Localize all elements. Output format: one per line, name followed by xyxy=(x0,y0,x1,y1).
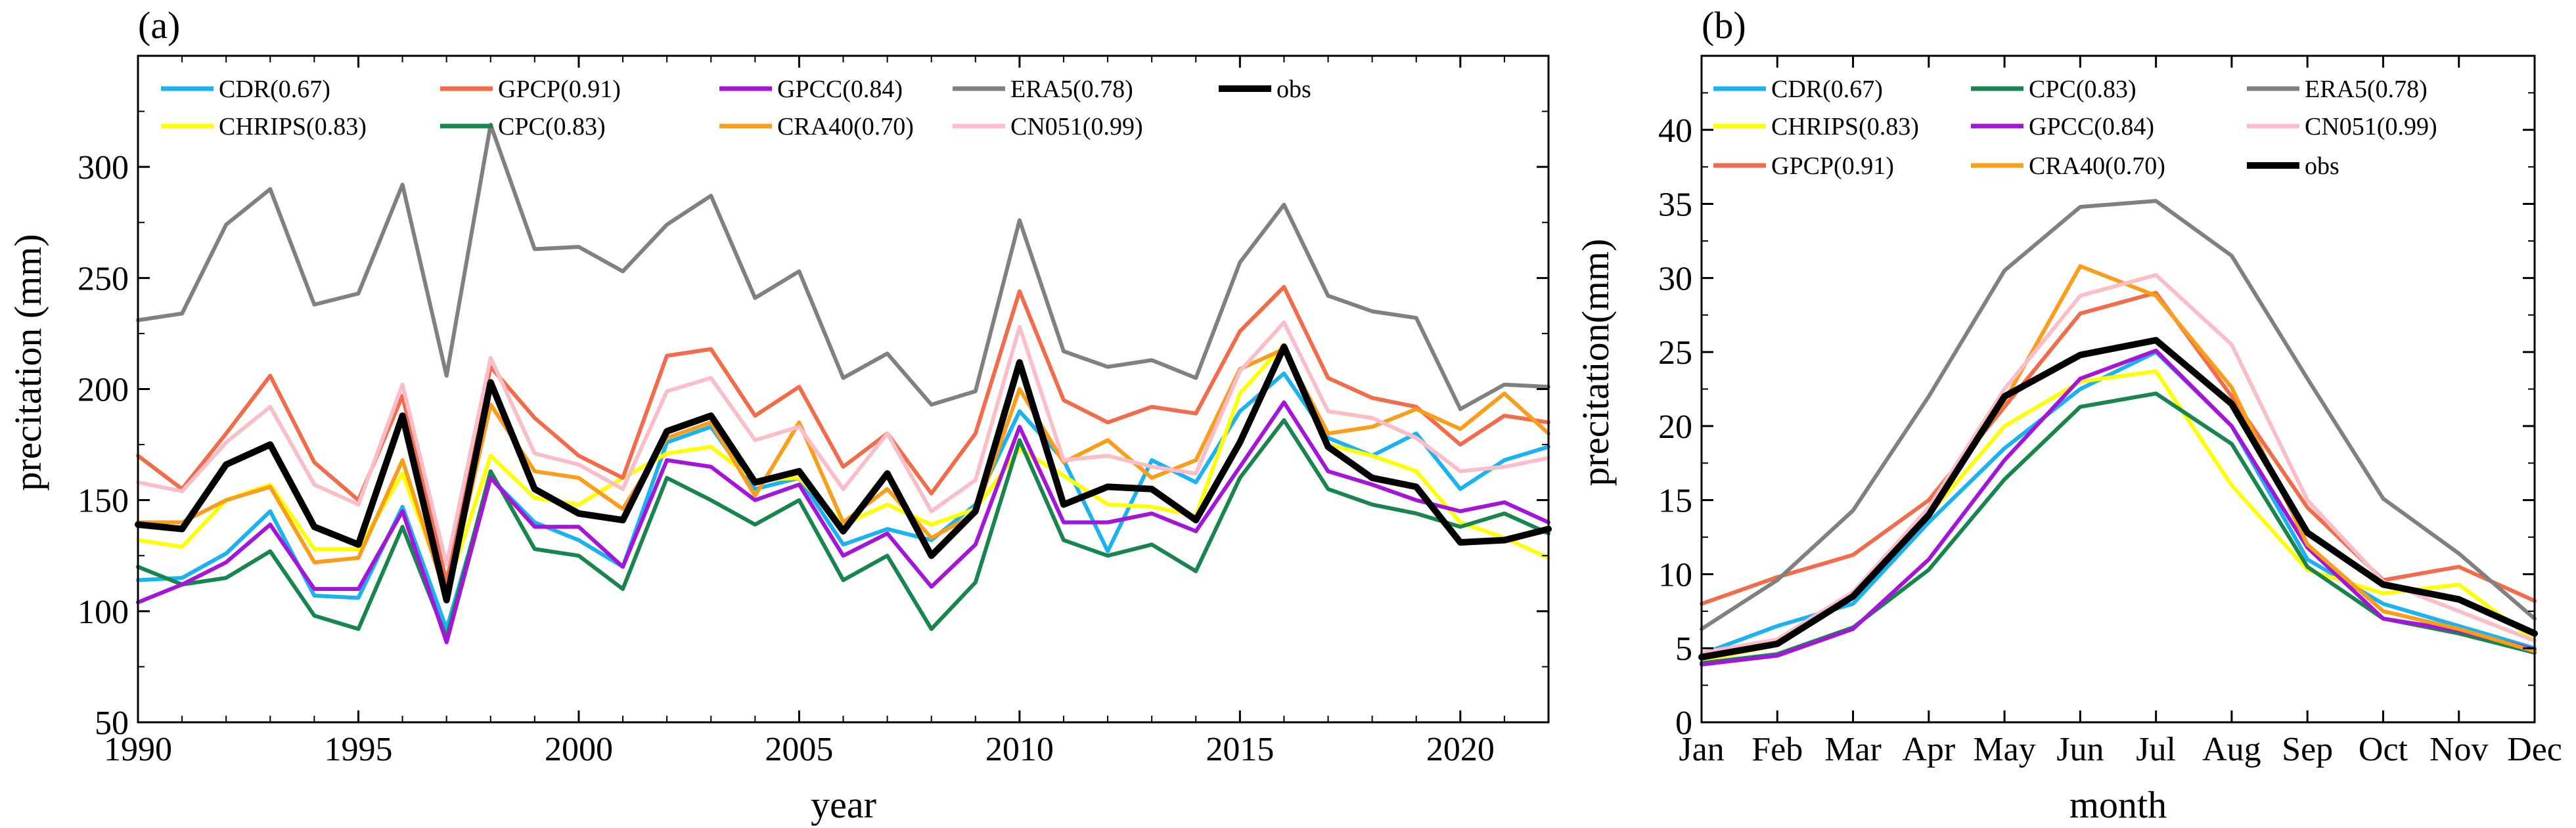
y-tick-label: 100 xyxy=(78,594,129,631)
series-line-cpc xyxy=(136,418,1550,640)
series-line-gpcc xyxy=(136,400,1550,645)
x-tick-label: Jan xyxy=(1679,731,1724,768)
x-tick-label: Oct xyxy=(2359,731,2408,768)
series-layer-a xyxy=(135,122,1552,645)
x-tick-label: Nov xyxy=(2429,731,2489,768)
x-tick-label: May xyxy=(1973,731,2035,768)
series-line-gpcc xyxy=(1700,348,2537,666)
x-tick-label: 1990 xyxy=(104,731,172,768)
x-tick-label: 2010 xyxy=(985,731,1054,768)
y-axis-label-b: precitation(mm) xyxy=(1574,239,1617,487)
axes-a: 50 100 150 200 250 300 1990 1995 2000 2005 2010 201… xyxy=(78,54,1550,768)
legend-label: CPC(0.83) xyxy=(498,113,606,141)
legend-item-era5: ERA5(0.78) xyxy=(953,76,1133,103)
x-tick-label: 2020 xyxy=(1426,731,1495,768)
legend-label: CPC(0.83) xyxy=(2029,76,2136,103)
legend-label: GPCC(0.84) xyxy=(777,76,903,103)
legend-label: ERA5(0.78) xyxy=(2305,76,2428,103)
plot-frame xyxy=(137,54,1550,724)
legend-item-gpcp: GPCP(0.91) xyxy=(440,76,621,103)
series-layer-b xyxy=(1698,199,2538,666)
y-tick-label: 5 xyxy=(1675,630,1692,668)
chart-panel-a: (a) CDR(0.67) GPCP(0.91) GPCC(0.84) ERA5(0.… xyxy=(7,4,1552,826)
legend-label: CRA40(0.70) xyxy=(777,113,914,141)
y-tick-label: 250 xyxy=(78,260,129,297)
panel-label-b: (b) xyxy=(1702,4,1746,47)
legend-label: CN051(0.99) xyxy=(1010,113,1143,141)
series-line-cn051 xyxy=(136,320,1550,567)
y-tick-label: 200 xyxy=(78,372,129,409)
series-line-obs xyxy=(135,343,1552,603)
legend-label: CHRIPS(0.83) xyxy=(1771,113,1919,141)
legend-label: CDR(0.67) xyxy=(1771,76,1883,103)
x-tick-label: 2005 xyxy=(765,731,833,768)
legend-item-chrips: CHRIPS(0.83) xyxy=(161,113,367,141)
y-tick-label: 25 xyxy=(1658,334,1692,372)
legend-b: CDR(0.67) CPC(0.83) ERA5(0.78) CHRIPS(0.83)… xyxy=(1713,76,2437,180)
legend-label: CDR(0.67) xyxy=(219,76,330,103)
series-line-cra40 xyxy=(1700,264,2537,658)
legend-label: CRA40(0.70) xyxy=(2029,152,2165,180)
x-tick-label: Jun xyxy=(2056,731,2104,768)
y-tick-label: 150 xyxy=(78,483,129,520)
x-tick-label: 2000 xyxy=(545,731,613,768)
y-tick-label: 35 xyxy=(1658,186,1692,224)
legend-a: CDR(0.67) GPCP(0.91) GPCC(0.84) ERA5(0.78) o… xyxy=(161,76,1311,141)
x-tick-label: 1995 xyxy=(324,731,392,768)
x-tick-label: Feb xyxy=(1751,731,1803,768)
x-axis-label-a: year xyxy=(811,783,876,826)
legend-item-gpcc: GPCC(0.84) xyxy=(1971,113,2154,141)
series-line-era5 xyxy=(136,122,1550,411)
series-line-era5 xyxy=(1700,199,2537,631)
legend-item-cpc: CPC(0.83) xyxy=(1971,76,2136,103)
legend-item-cn051: CN051(0.99) xyxy=(2247,113,2437,141)
legend-item-cdr: CDR(0.67) xyxy=(1713,76,1883,103)
legend-item-cpc: CPC(0.83) xyxy=(440,113,606,141)
legend-item-era5: ERA5(0.78) xyxy=(2247,76,2428,103)
y-tick-label: 20 xyxy=(1658,408,1692,446)
legend-item-cra40: CRA40(0.70) xyxy=(719,113,914,141)
x-tick-label: 2015 xyxy=(1206,731,1274,768)
legend-label: obs xyxy=(2305,152,2339,180)
legend-item-gpcc: GPCC(0.84) xyxy=(719,76,903,103)
legend-label: GPCP(0.91) xyxy=(1771,152,1894,180)
legend-item-chrips: CHRIPS(0.83) xyxy=(1713,113,1919,141)
panel-label-a: (a) xyxy=(138,4,180,47)
x-axis-label-b: month xyxy=(2069,783,2167,826)
legend-label: GPCP(0.91) xyxy=(498,76,621,103)
series-line-obs xyxy=(1698,337,2538,661)
y-tick-label: 30 xyxy=(1658,260,1692,297)
legend-label: CHRIPS(0.83) xyxy=(219,113,367,141)
legend-label: ERA5(0.78) xyxy=(1010,76,1133,103)
legend-label: GPCC(0.84) xyxy=(2029,113,2154,141)
legend-item-cdr: CDR(0.67) xyxy=(161,76,330,103)
legend-item-cn051: CN051(0.99) xyxy=(953,113,1143,141)
legend-label: CN051(0.99) xyxy=(2305,113,2437,141)
y-tick-label: 40 xyxy=(1658,112,1692,150)
y-tick-label: 50 xyxy=(95,705,129,742)
legend-item-cra40: CRA40(0.70) xyxy=(1971,152,2165,180)
x-tick-label: Sep xyxy=(2282,731,2333,768)
y-tick-label: 0 xyxy=(1675,705,1692,742)
chart-panel-b: (b) CDR(0.67) CPC(0.83) ERA5(0.78) CHRIPS(0… xyxy=(1574,4,2562,826)
legend-item-obs: obs xyxy=(1219,76,1311,103)
y-tick-label: 300 xyxy=(78,149,129,186)
legend-item-gpcp: GPCP(0.91) xyxy=(1713,152,1894,180)
series-line-gpcp xyxy=(1700,290,2537,606)
x-tick-label: Mar xyxy=(1824,731,1882,768)
axes-b: 0 5 10 15 20 25 30 35 40 Jan Feb Mar Apr May Jun Jul Aug… xyxy=(1658,54,2562,768)
x-tick-label: Aug xyxy=(2202,731,2261,768)
y-tick-label: 10 xyxy=(1658,556,1692,594)
y-axis-label-a: precitation (mm) xyxy=(7,234,49,490)
legend-item-obs: obs xyxy=(2247,152,2339,180)
series-line-cn051 xyxy=(1700,272,2537,655)
x-tick-label: Jul xyxy=(2136,731,2176,768)
legend-label: obs xyxy=(1277,76,1311,103)
x-tick-label: Dec xyxy=(2507,731,2562,768)
y-tick-label: 15 xyxy=(1658,483,1692,520)
x-tick-label: Apr xyxy=(1902,731,1955,768)
